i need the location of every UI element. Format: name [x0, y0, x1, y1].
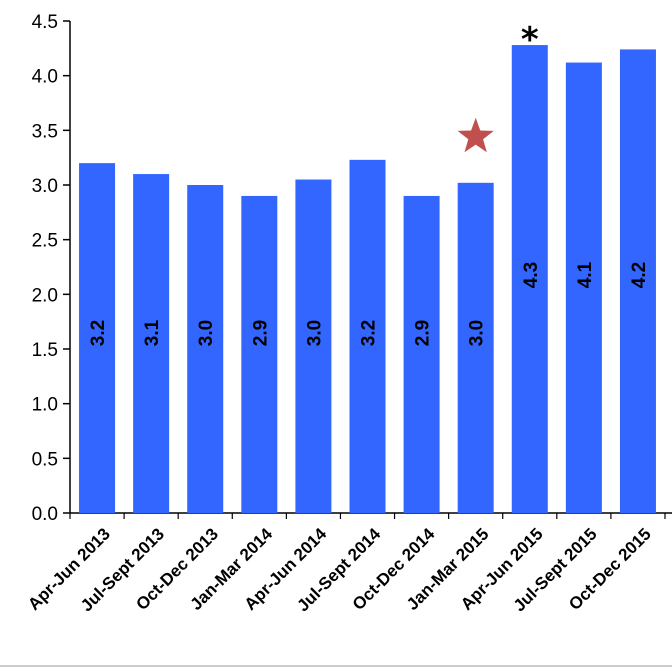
y-tick-label: 1.0	[32, 395, 58, 416]
y-axis-ticks: 0.0 0.5 1.0 1.5 2.0 2.5 3.0 3.5 4.0 4.5	[32, 12, 666, 525]
bar	[241, 195, 278, 513]
bar	[349, 159, 386, 513]
bar-value-label: 2.9	[250, 320, 271, 346]
y-tick-label: 2.0	[32, 285, 58, 306]
y-tick-label: 1.5	[32, 340, 58, 361]
bar	[619, 49, 656, 513]
bar	[511, 45, 548, 513]
y-tick-label: 3.0	[32, 176, 58, 197]
y-tick-label: 4.5	[32, 12, 58, 33]
markers-group: *	[457, 20, 539, 153]
bar	[565, 62, 602, 514]
bar-value-label: 3.0	[467, 320, 488, 346]
bar-labels-group: 3.2 3.1 3.0 2.9 3.0 3.2 2.9 3.0 4.3 4.1 4.2	[88, 261, 650, 346]
bars-group	[79, 45, 656, 514]
bar	[79, 163, 116, 513]
y-tick-label: 0.0	[32, 504, 58, 525]
bar-value-label: 4.1	[575, 261, 596, 288]
bar-value-label: 3.2	[88, 320, 109, 346]
y-tick-label: 3.5	[32, 121, 58, 142]
bar	[295, 179, 332, 514]
bar	[187, 185, 224, 513]
bar-value-label: 3.1	[142, 319, 163, 346]
y-tick-label: 2.5	[32, 231, 58, 252]
bar-value-label: 4.3	[521, 262, 542, 288]
bar-value-label: 4.2	[629, 262, 650, 288]
bar-value-label: 3.0	[304, 320, 325, 346]
bar-value-label: 3.0	[196, 320, 217, 346]
bar-value-label: 3.2	[359, 320, 380, 346]
bar-value-label: 2.9	[413, 320, 434, 346]
bar	[133, 174, 170, 514]
y-tick-label: 0.5	[32, 449, 58, 470]
bar	[457, 182, 494, 513]
bar	[403, 195, 440, 513]
star-marker-icon	[457, 117, 494, 153]
asterisk-marker: *	[521, 20, 539, 60]
y-tick-label: 4.0	[32, 67, 58, 88]
